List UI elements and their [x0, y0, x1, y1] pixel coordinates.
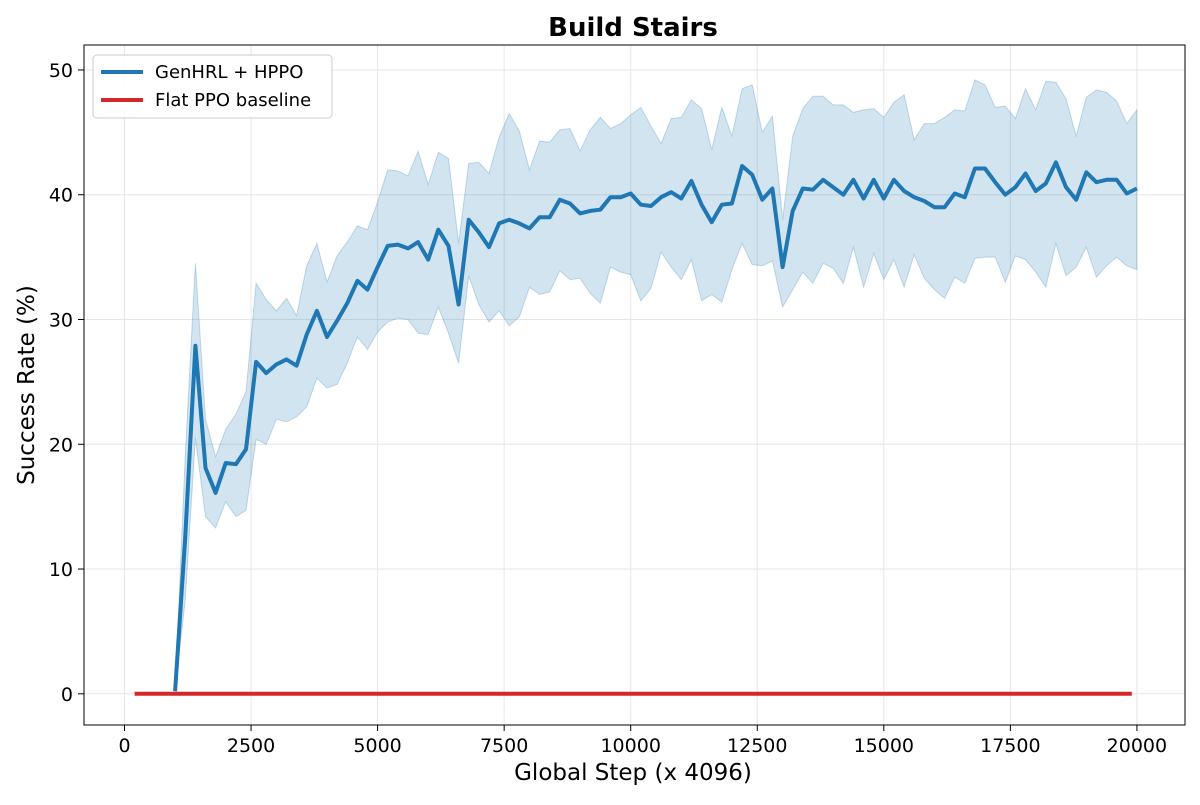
legend-label-flat-ppo: Flat PPO baseline — [155, 90, 311, 111]
x-tick-label: 5000 — [353, 735, 401, 757]
legend: GenHRL + HPPO Flat PPO baseline — [92, 54, 333, 119]
legend-box — [92, 54, 333, 119]
y-tick-label: 40 — [49, 185, 73, 207]
legend-label-genhrl: GenHRL + HPPO — [155, 62, 303, 83]
y-tick-label: 10 — [49, 559, 73, 581]
y-tick-label: 0 — [61, 684, 73, 706]
x-tick-label: 17500 — [980, 735, 1040, 757]
x-axis-label: Global Step (x 4096) — [514, 760, 752, 786]
x-tick-label: 15000 — [854, 735, 914, 757]
x-tick-label: 0 — [118, 735, 130, 757]
plot-frame — [83, 44, 1186, 726]
x-tick-label: 10000 — [600, 735, 660, 757]
confidence-band-0 — [174, 79, 1138, 692]
x-tick-label: 7500 — [480, 735, 528, 757]
y-tick-label: 50 — [49, 60, 73, 82]
x-tick-label: 2500 — [227, 735, 275, 757]
x-tick-label: 20000 — [1107, 735, 1167, 757]
axis-ticks: 0 2500 5000 7500 10000 12500 15000 17500 20000 0 1… — [49, 60, 1167, 757]
series-line-0 — [173, 160, 1138, 692]
x-tick-label: 12500 — [727, 735, 787, 757]
y-axis-label: Success Rate (%) — [14, 285, 40, 485]
y-tick-label: 20 — [49, 434, 73, 456]
y-tick-label: 30 — [49, 309, 73, 331]
series-lines — [134, 160, 1138, 696]
confidence-bands — [174, 79, 1138, 692]
chart-title: Build Stairs — [548, 13, 718, 43]
